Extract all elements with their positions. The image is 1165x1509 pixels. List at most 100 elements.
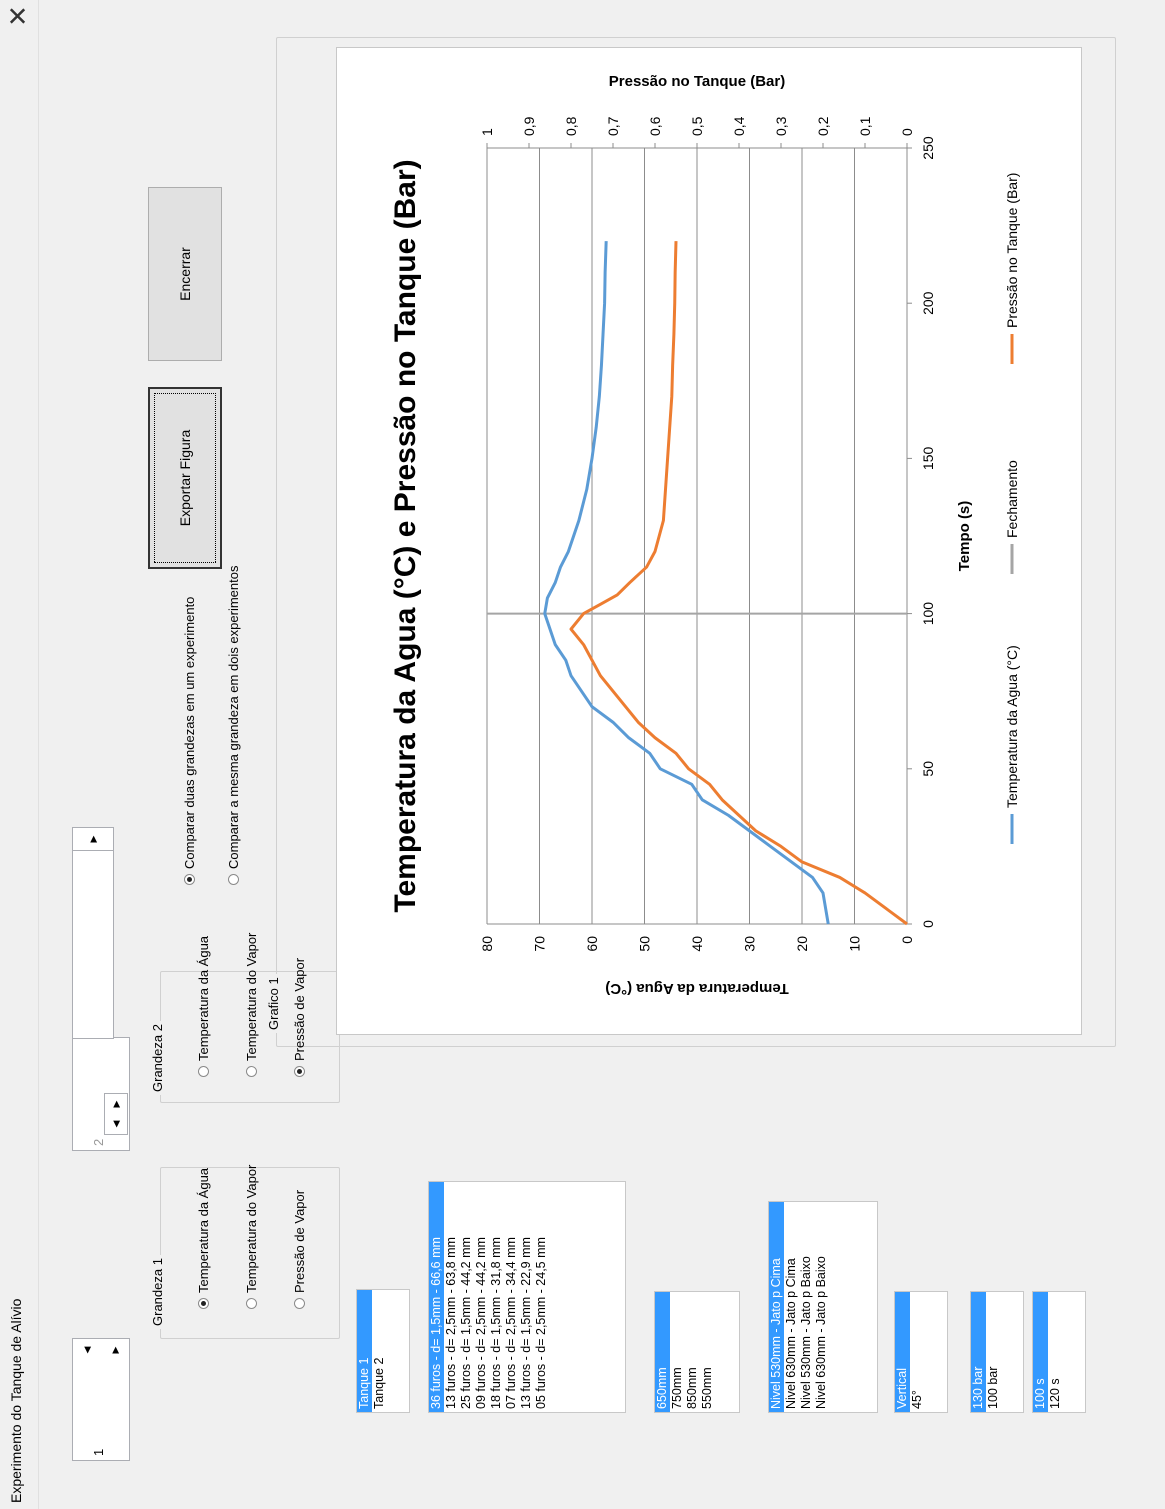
y-tick-label: 40 bbox=[689, 936, 705, 952]
x-axis-label: Tempo (s) bbox=[956, 501, 973, 572]
list-item[interactable]: Tanque 1 bbox=[357, 1290, 372, 1412]
dropdown-arrow-icon[interactable]: ▶ bbox=[73, 828, 113, 851]
focus-rect bbox=[154, 393, 216, 563]
x-tick-label: 0 bbox=[920, 920, 936, 928]
radio-checked-icon bbox=[198, 1298, 209, 1309]
x-tick-label: 250 bbox=[920, 136, 936, 160]
x-tick-label: 50 bbox=[920, 761, 936, 777]
y2-tick-label: 1 bbox=[479, 128, 495, 136]
y2-tick-label: 0 bbox=[899, 128, 915, 136]
experiment-1-spin-buttons: ◀ ▶ bbox=[72, 1338, 130, 1361]
legend-label: Pressão no Tanque (Bar) bbox=[1004, 173, 1020, 328]
y-tick-label: 80 bbox=[479, 936, 495, 952]
export-figure-button[interactable]: Exportar Figura bbox=[148, 387, 222, 569]
list-item[interactable]: Nivel 530mm - Jato p Baixo bbox=[799, 1256, 813, 1409]
radio-unchecked-icon bbox=[228, 874, 239, 885]
pressao-list[interactable]: 130 bar 100 bar bbox=[970, 1291, 1024, 1413]
encerrar-button[interactable]: Encerrar bbox=[148, 187, 222, 361]
y2-tick-label: 0,2 bbox=[815, 116, 831, 136]
chart-group-label: Grafico 1 bbox=[266, 974, 281, 1033]
list-item[interactable]: 45° bbox=[910, 1390, 924, 1409]
y-tick-label: 70 bbox=[532, 936, 548, 952]
y-tick-label: 50 bbox=[637, 936, 653, 952]
legend-label: Temperatura da Agua (°C) bbox=[1004, 645, 1020, 808]
grandeza2-option-pressao[interactable]: Pressão de Vapor bbox=[292, 958, 307, 1077]
radio-label: Temperatura do Vapor bbox=[244, 1164, 259, 1293]
furos-list[interactable]: 36 furos - d= 1,5mm - 66,6 mm 13 furos - … bbox=[428, 1181, 626, 1413]
list-item[interactable]: 05 furos - d= 2,5mm - 24,5 mm bbox=[534, 1237, 548, 1409]
list-item[interactable]: Tanque 2 bbox=[372, 1357, 386, 1409]
experiment-selector-combo[interactable]: ▶ bbox=[72, 827, 114, 1039]
y2-tick-label: 0,5 bbox=[689, 116, 705, 136]
grandeza1-label: Grandeza 1 bbox=[150, 1255, 165, 1329]
spin-right-icon[interactable]: ▶ bbox=[111, 1100, 121, 1108]
y2-tick-label: 0,3 bbox=[773, 116, 789, 136]
radio-unchecked-icon bbox=[246, 1066, 257, 1077]
grandeza1-option-agua[interactable]: Temperatura da Água bbox=[196, 1168, 211, 1309]
tanque-list[interactable]: Tanque 1 Tanque 2 bbox=[356, 1289, 410, 1413]
y-tick-label: 60 bbox=[584, 936, 600, 952]
list-item[interactable]: 13 furos - d= 1,5mm - 22,9 mm bbox=[519, 1237, 533, 1409]
experiment-2-value: 2 bbox=[91, 1138, 106, 1146]
spin-up-icon[interactable]: ◀ bbox=[82, 1346, 92, 1354]
grandeza2-option-agua[interactable]: Temperatura da Água bbox=[196, 936, 211, 1077]
radio-label: Temperatura da Água bbox=[196, 935, 211, 1061]
list-item[interactable]: 550mm bbox=[700, 1367, 714, 1409]
list-item[interactable]: 850mm bbox=[685, 1367, 699, 1409]
list-item[interactable]: 100 s bbox=[1033, 1292, 1048, 1412]
grandeza2-option-vapor[interactable]: Temperatura do Vapor bbox=[244, 933, 259, 1077]
orientacao-list[interactable]: Vertical 45° bbox=[894, 1291, 948, 1413]
y2-tick-label: 0,8 bbox=[563, 116, 579, 136]
list-item[interactable]: Nivel 630mm - Jato p Baixo bbox=[814, 1256, 828, 1409]
radio-label: Comparar duas grandezas em um experiment… bbox=[182, 596, 197, 869]
list-item[interactable]: 100 bar bbox=[986, 1366, 1000, 1409]
y-axis-label: Temperatura da Agua (°C) bbox=[605, 980, 789, 997]
compare-two-quantities-option[interactable]: Comparar duas grandezas em um experiment… bbox=[182, 597, 197, 885]
radio-label: Temperatura do Vapor bbox=[244, 932, 259, 1061]
list-item[interactable]: 09 furos - d= 2,5mm - 44,2 mm bbox=[474, 1237, 488, 1409]
nivel-list[interactable]: Nivel 530mm - Jato p Cima Nivel 630mm - J… bbox=[768, 1201, 878, 1413]
y2-axis-label: Pressão no Tanque (Bar) bbox=[609, 73, 785, 90]
list-item[interactable]: 120 s bbox=[1048, 1378, 1062, 1409]
list-item[interactable]: 13 furos - d= 2,5mm - 63,8 mm bbox=[444, 1237, 458, 1409]
chart-title: Temperatura da Agua (°C) e Pressão no Ta… bbox=[389, 159, 422, 912]
y2-tick-label: 0,1 bbox=[857, 116, 873, 136]
experiment-1-spinner[interactable]: 1 bbox=[72, 1359, 130, 1461]
series-line-0 bbox=[543, 241, 830, 925]
y2-tick-label: 0,6 bbox=[647, 116, 663, 136]
tempo-list[interactable]: 100 s 120 s bbox=[1032, 1291, 1086, 1413]
y2-tick-label: 0,7 bbox=[605, 116, 621, 136]
spin-left-icon[interactable]: ◀ bbox=[111, 1120, 121, 1128]
close-icon[interactable]: ✕ bbox=[3, 5, 33, 27]
radio-checked-icon bbox=[184, 874, 195, 885]
list-item[interactable]: 25 furos - d= 1,5mm - 44,2 mm bbox=[459, 1237, 473, 1409]
list-item[interactable]: Vertical bbox=[895, 1292, 910, 1412]
grandeza1-option-vapor[interactable]: Temperatura do Vapor bbox=[244, 1165, 259, 1309]
radio-unchecked-icon bbox=[246, 1298, 257, 1309]
radio-label: Pressão de Vapor bbox=[292, 957, 307, 1061]
y-tick-label: 0 bbox=[899, 936, 915, 944]
list-item[interactable]: 130 bar bbox=[971, 1292, 986, 1412]
list-item[interactable]: 750mm bbox=[670, 1367, 684, 1409]
profundidade-list[interactable]: 650mm 750mm 850mm 550mm bbox=[654, 1291, 740, 1413]
list-item[interactable]: 650mm bbox=[655, 1292, 670, 1412]
grandeza2-group-frame bbox=[160, 1238, 161, 1239]
list-item[interactable]: 18 furos - d= 1,5mm - 31,8 mm bbox=[489, 1237, 503, 1409]
series-line-2 bbox=[569, 241, 908, 926]
y2-tick-label: 0,9 bbox=[521, 116, 537, 136]
list-item[interactable]: Nivel 530mm - Jato p Cima bbox=[769, 1202, 784, 1412]
grandeza1-option-pressao[interactable]: Pressão de Vapor bbox=[292, 1190, 307, 1309]
radio-label: Comparar a mesma grandeza em dois experi… bbox=[226, 565, 241, 869]
x-tick-label: 200 bbox=[920, 291, 936, 315]
legend-label: Fechamento bbox=[1004, 460, 1020, 538]
list-item[interactable]: 36 furos - d= 1,5mm - 66,6 mm bbox=[429, 1182, 444, 1412]
list-item[interactable]: Nivel 630mm - Jato p Cima bbox=[784, 1258, 798, 1409]
grandeza2-label: Grandeza 2 bbox=[150, 1021, 165, 1095]
spin-down-icon[interactable]: ▶ bbox=[110, 1346, 120, 1354]
list-item[interactable]: 07 furos - d= 2,5mm - 34,4 mm bbox=[504, 1237, 518, 1409]
compare-two-experiments-option[interactable]: Comparar a mesma grandeza em dois experi… bbox=[226, 566, 241, 885]
y-tick-label: 30 bbox=[742, 936, 758, 952]
radio-checked-icon bbox=[294, 1066, 305, 1077]
radio-label: Temperatura da Água bbox=[196, 1167, 211, 1293]
